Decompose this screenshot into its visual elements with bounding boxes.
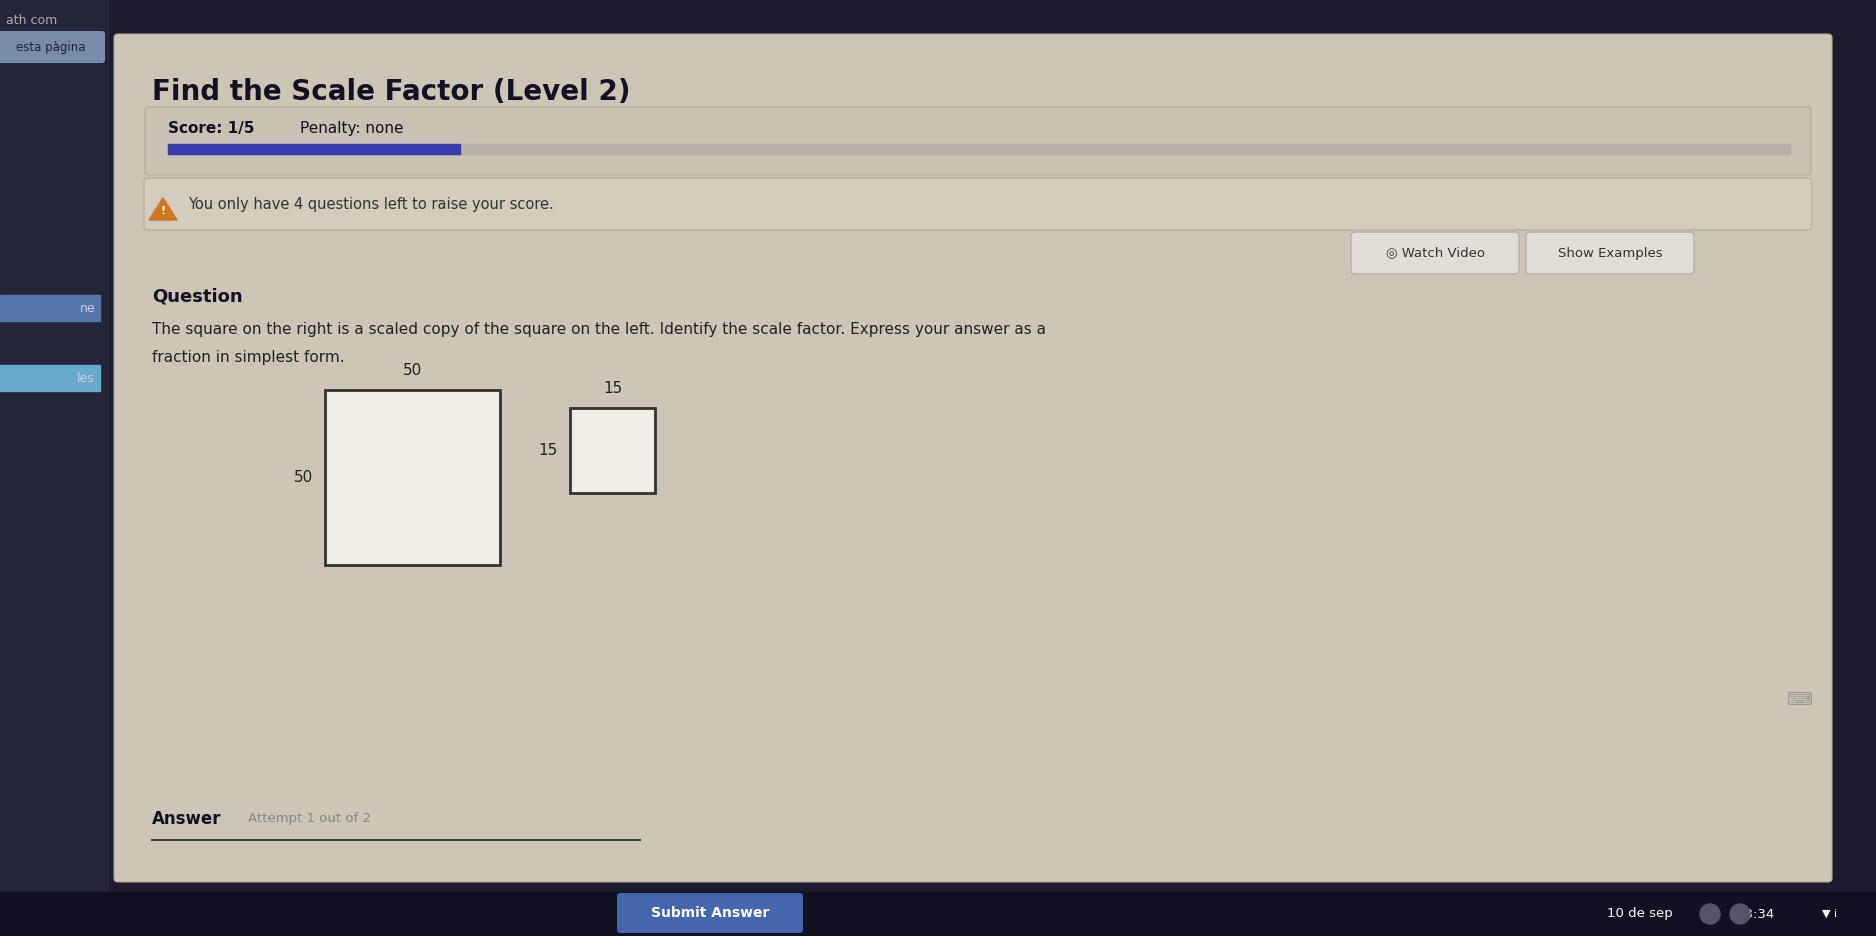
- Text: 50: 50: [403, 363, 422, 378]
- Bar: [169, 144, 460, 154]
- Text: ⌨: ⌨: [1788, 691, 1812, 709]
- FancyBboxPatch shape: [1351, 232, 1520, 274]
- Text: 50: 50: [295, 470, 313, 485]
- Text: les: les: [77, 372, 96, 385]
- Bar: [570, 408, 655, 493]
- Text: Question: Question: [152, 288, 242, 306]
- FancyBboxPatch shape: [144, 178, 1812, 230]
- Polygon shape: [148, 198, 176, 220]
- Text: Attempt 1 out of 2: Attempt 1 out of 2: [248, 812, 371, 825]
- Text: Score: 1/5: Score: 1/5: [169, 121, 255, 136]
- Bar: [0, 365, 99, 391]
- Text: ath com: ath com: [6, 14, 58, 27]
- Text: Show Examples: Show Examples: [1557, 246, 1662, 259]
- Circle shape: [1730, 904, 1750, 924]
- Text: ne: ne: [79, 301, 96, 314]
- Bar: [0, 295, 99, 321]
- Text: 15: 15: [538, 443, 557, 458]
- Text: Answer: Answer: [152, 810, 221, 828]
- Text: ◎ Watch Video: ◎ Watch Video: [1386, 246, 1484, 259]
- FancyBboxPatch shape: [0, 31, 105, 63]
- Text: ▼ i: ▼ i: [1822, 909, 1838, 919]
- FancyBboxPatch shape: [144, 107, 1810, 175]
- Bar: [169, 144, 1790, 154]
- Text: fraction in simplest form.: fraction in simplest form.: [152, 350, 345, 365]
- Text: Find the Scale Factor (Level 2): Find the Scale Factor (Level 2): [152, 78, 630, 106]
- FancyBboxPatch shape: [114, 34, 1833, 882]
- Text: 10 de sep: 10 de sep: [1608, 908, 1673, 920]
- Text: Submit Answer: Submit Answer: [651, 906, 769, 920]
- Bar: [0, 0, 109, 936]
- Circle shape: [1700, 904, 1720, 924]
- FancyBboxPatch shape: [617, 893, 803, 933]
- Text: !: !: [161, 206, 165, 216]
- Text: esta pàgina: esta pàgina: [17, 40, 86, 53]
- Text: 15: 15: [602, 381, 623, 396]
- FancyBboxPatch shape: [1525, 232, 1694, 274]
- Bar: [325, 390, 501, 565]
- Text: 23:34: 23:34: [1735, 908, 1775, 920]
- Text: You only have 4 questions left to raise your score.: You only have 4 questions left to raise …: [188, 197, 553, 212]
- Bar: [0, 892, 1876, 936]
- Text: Penalty: none: Penalty: none: [300, 121, 403, 136]
- Text: The square on the right is a scaled copy of the square on the left. Identify the: The square on the right is a scaled copy…: [152, 322, 1047, 337]
